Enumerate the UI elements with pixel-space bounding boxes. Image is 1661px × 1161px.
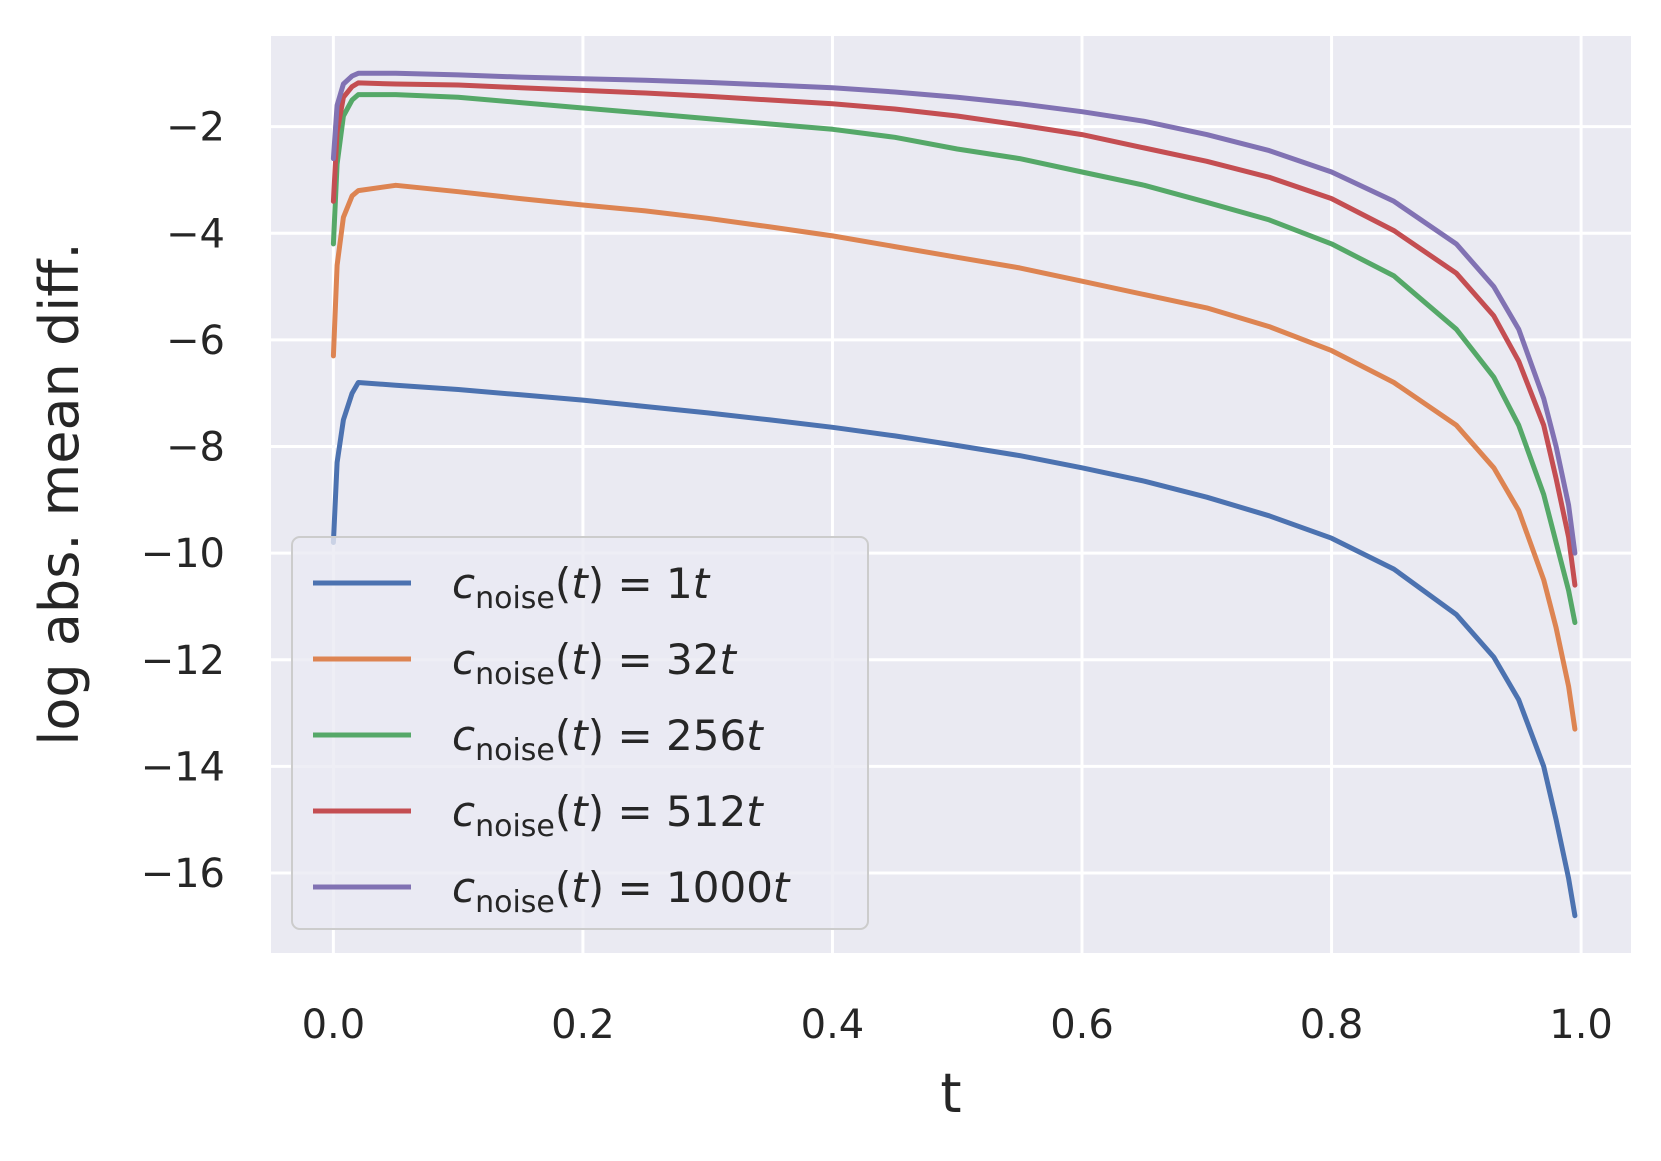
legend-label: cnoise(t) = 1t (452, 559, 711, 616)
x-tick-labels: 0.0 0.2 0.4 0.6 0.8 1.0 (302, 1002, 1613, 1048)
y-tick-label: −4 (166, 211, 225, 257)
x-tick-label: 0.0 (302, 1002, 366, 1048)
y-tick-label: −16 (141, 851, 225, 897)
series-line-32t (330, 182, 1578, 732)
y-tick-label: −10 (141, 531, 225, 577)
x-tick-label: 0.4 (801, 1002, 865, 1048)
series-line-1t (330, 380, 1578, 919)
legend-label: cnoise(t) = 512t (452, 787, 764, 844)
x-tick-label: 0.2 (551, 1002, 615, 1048)
legend-label: cnoise(t) = 32t (452, 635, 737, 692)
y-tick-label: −14 (141, 744, 225, 790)
legend-frame (291, 536, 869, 930)
y-tick-label: −2 (166, 105, 225, 151)
x-tick-label: 0.8 (1300, 1002, 1364, 1048)
legend: cnoise(t) = 1t cnoise(t) = 32t cnoise(t) =… (291, 536, 869, 930)
y-tick-label: −8 (166, 425, 225, 471)
y-tick-labels: −2 −4 −6 −8 −10 −12 −14 −16 (141, 105, 225, 897)
y-axis-title: log abs. mean diff. (28, 242, 91, 745)
legend-label: cnoise(t) = 1000t (452, 863, 791, 920)
y-tick-label: −6 (166, 318, 225, 364)
x-tick-label: 1.0 (1549, 1002, 1613, 1048)
series-line-256t (330, 92, 1578, 625)
legend-label: cnoise(t) = 256t (452, 711, 764, 768)
series-line-512t (330, 80, 1578, 588)
y-tick-label: −12 (141, 638, 225, 684)
x-axis-title: t (940, 1062, 961, 1125)
series-lines (330, 70, 1578, 919)
x-tick-label: 0.6 (1050, 1002, 1114, 1048)
series-line-1000t (330, 70, 1578, 556)
